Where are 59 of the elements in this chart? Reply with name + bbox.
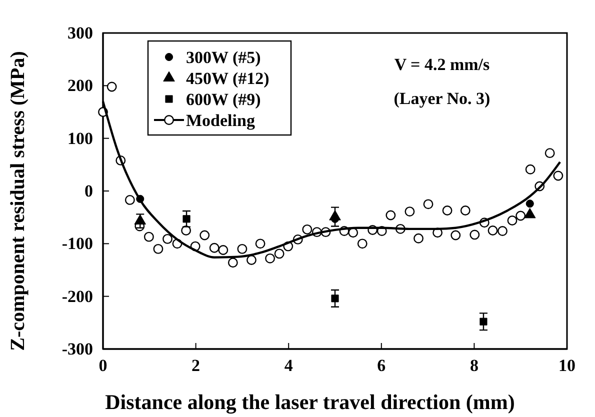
point (404, 206, 415, 216)
point (553, 170, 564, 181)
point (106, 82, 117, 92)
point (218, 245, 228, 255)
x-tick-label: 8 (470, 356, 478, 376)
x-tick-label: 10 (558, 356, 576, 376)
x-tick-label: 2 (192, 356, 200, 376)
point (153, 244, 164, 254)
annotation: (Layer No. 3) (394, 89, 490, 108)
y-tick-label: 200 (68, 76, 93, 96)
point (498, 226, 508, 236)
point (423, 199, 434, 210)
legend-label: 600W (#9) (186, 90, 261, 109)
annotation: V = 4.2 mm/s (394, 55, 490, 74)
point (480, 318, 488, 326)
point (525, 164, 536, 174)
legend-label: 450W (#12) (186, 69, 270, 88)
point (124, 194, 135, 205)
point (200, 230, 210, 240)
point (544, 148, 555, 158)
point (516, 210, 526, 221)
point (182, 215, 190, 223)
y-tick-label: 300 (68, 23, 93, 42)
y-tick-label: -200 (62, 286, 93, 306)
point (386, 210, 396, 220)
point (255, 238, 266, 249)
point (136, 194, 144, 203)
point (460, 206, 470, 216)
point (331, 294, 339, 302)
x-tick-label: 0 (98, 356, 108, 376)
point (209, 242, 220, 253)
point (274, 248, 284, 259)
point (134, 214, 146, 225)
y-tick-label: 0 (84, 181, 93, 200)
point (470, 230, 480, 240)
point (357, 238, 368, 249)
point (414, 233, 424, 244)
y-tick-label: -300 (62, 339, 93, 358)
y-axis-title: Z-component residual stress (MPa) (7, 51, 29, 351)
point (265, 253, 276, 264)
legend-label: Modeling (186, 111, 256, 130)
point (488, 226, 498, 236)
legend-label: 300W (#5) (186, 48, 261, 67)
point (228, 258, 238, 268)
y-tick-label: -100 (62, 234, 93, 254)
point (162, 234, 172, 244)
point (237, 244, 248, 254)
x-axis-title: Distance along the laser travel direction (mm) (105, 390, 515, 414)
point (450, 230, 461, 240)
y-tick-label: 100 (68, 128, 93, 148)
point (246, 255, 256, 265)
x-tick-label: 4 (284, 356, 294, 376)
x-tick-label: 6 (377, 356, 386, 376)
point (348, 228, 358, 238)
point (442, 206, 452, 216)
point (302, 224, 312, 234)
point (526, 200, 534, 208)
point (507, 216, 518, 226)
point (144, 232, 154, 242)
